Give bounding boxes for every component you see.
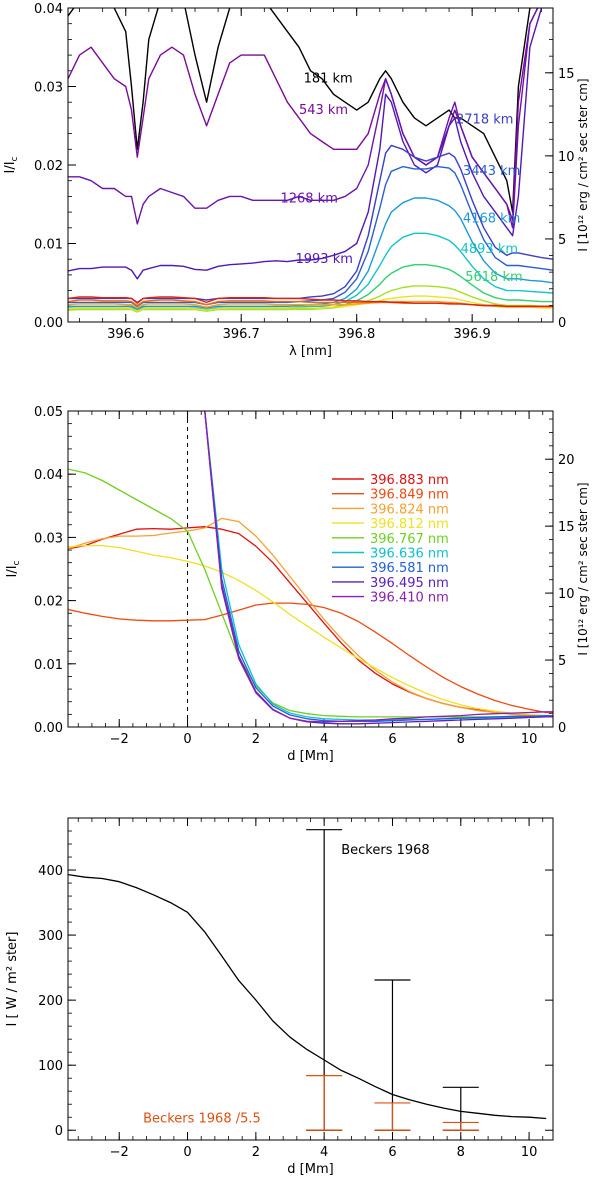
x-tick-label: 0: [183, 732, 191, 747]
y-tick-label: 100: [38, 1059, 63, 1074]
x-tick-label: 6: [388, 1145, 396, 1160]
y-axis-label: I [ W / m² ster]: [5, 932, 20, 1027]
y-tick-label: 0.00: [34, 721, 63, 736]
y-tick-label: 0.03: [34, 531, 63, 546]
y-right-tick-label: 5: [558, 654, 566, 669]
series-line-model: [68, 873, 547, 1120]
legend-label: 396.812 nm: [370, 517, 449, 532]
legend-label: 396.495 nm: [370, 576, 449, 591]
y-tick-label: 0: [55, 1124, 63, 1139]
plot-area: [68, 8, 553, 313]
series-line-1268-km: [68, 8, 539, 229]
y-tick-label: 0.01: [34, 238, 63, 253]
x-tick-label: 4: [320, 1145, 328, 1160]
y-tick-label: 0.02: [34, 595, 63, 610]
series-line-396-824-nm: [68, 517, 553, 717]
series-label: 4893 km: [461, 242, 518, 257]
x-tick-label: 396.7: [223, 327, 260, 342]
y-tick-label: 0.05: [34, 405, 63, 420]
y-tick-label: 0.00: [34, 316, 63, 331]
x-tick-label: 2: [252, 732, 260, 747]
y-right-tick-label: 20: [558, 453, 575, 468]
x-tick-label: 10: [521, 732, 538, 747]
series-line-396-849-nm: [68, 602, 553, 714]
series-label: 5618 km: [465, 270, 522, 285]
plot-frame: [67, 410, 554, 728]
y-right-tick-label: 10: [558, 587, 575, 602]
legend-label: 396.410 nm: [370, 591, 449, 606]
series-label: 1993 km: [295, 252, 352, 267]
y-right-tick-label: 0: [558, 316, 566, 331]
series-line-396-410-nm: [204, 411, 553, 723]
legend-label: 396.581 nm: [370, 561, 449, 576]
y-right-tick-label: 15: [558, 67, 575, 82]
y-tick-label: 0.02: [34, 159, 63, 174]
series-label: 3443 km: [463, 164, 520, 179]
x-tick-label: 0: [183, 1145, 191, 1160]
y-tick-label: 300: [38, 929, 63, 944]
y-right-tick-label: 5: [558, 233, 566, 248]
y-tick-label: 0.04: [34, 2, 63, 17]
panel-2: −2 0 2 4 6 8 10 0.00 0.01 0.02 0.03 0.04 0.05 0 5 10 15 2…: [5, 405, 590, 764]
y-tick-label: 0.04: [34, 468, 63, 483]
y-right-axis-label: I [10¹² erg / cm² sec ster cm]: [576, 482, 590, 655]
x-axis-label: λ [nm]: [289, 344, 332, 359]
x-tick-label: 6: [388, 732, 396, 747]
series-line-396-581-nm: [204, 411, 553, 722]
y-axis-label: I/Ic: [3, 156, 20, 173]
series-line-181-km: [68, 8, 532, 213]
legend-label: 396.824 nm: [370, 502, 449, 517]
y-tick-label: 400: [38, 864, 63, 879]
x-tick-label: 396.8: [338, 327, 375, 342]
y-right-tick-label: 15: [558, 520, 575, 535]
plot-frame: [67, 7, 554, 323]
x-tick-label: 8: [457, 1145, 465, 1160]
series-label: 4168 km: [463, 211, 520, 226]
series-line-396-767-nm: [68, 468, 553, 718]
legend-label: 396.883 nm: [370, 473, 449, 488]
x-axis-label: d [Mm]: [287, 749, 333, 764]
series-line-3443-km: [68, 165, 553, 307]
x-tick-label: 396.9: [454, 327, 491, 342]
x-tick-label: 396.6: [107, 327, 144, 342]
series-label: 1268 km: [280, 192, 337, 207]
x-tick-label: 8: [457, 732, 465, 747]
series-label: 181 km: [304, 72, 353, 87]
series-line-7068-km: [68, 295, 553, 312]
series-line-396-812-nm: [68, 544, 553, 717]
panel-1: 396.6 396.7 396.8 396.9 0.00 0.01 0.02 0.03 0.04…: [3, 2, 590, 359]
legend-label: 396.636 nm: [370, 547, 449, 562]
y-tick-label: 0.03: [34, 81, 63, 96]
y-tick-label: 200: [38, 994, 63, 1009]
annotation: Beckers 1968 /5.5: [143, 1111, 261, 1126]
y-right-axis-label: I [10¹² erg / cm² sec ster cm]: [576, 78, 590, 251]
series-line-396-495-nm: [204, 411, 553, 725]
series-line-396-883-nm: [68, 526, 553, 717]
series-line-9243-km: [68, 296, 553, 307]
x-tick-label: −2: [110, 732, 129, 747]
series-line-1993-km: [68, 8, 543, 280]
x-tick-label: 10: [521, 1145, 538, 1160]
legend-label: 396.767 nm: [370, 532, 449, 547]
x-axis-label: d [Mm]: [287, 1162, 333, 1177]
x-tick-label: 2: [252, 1145, 260, 1160]
plot-area: [68, 411, 553, 727]
series-line-4893-km: [68, 232, 553, 311]
y-axis-label: I/Ic: [5, 560, 22, 577]
plot-area: [68, 829, 547, 1131]
annotation: Beckers 1968: [341, 843, 429, 858]
y-right-tick-label: 0: [558, 721, 566, 736]
series-label: 2718 km: [456, 112, 513, 127]
x-tick-label: 4: [320, 732, 328, 747]
plot-frame: [67, 817, 554, 1141]
x-tick-label: −2: [110, 1145, 129, 1160]
series-label: 543 km: [299, 103, 348, 118]
y-tick-label: 0.01: [34, 658, 63, 673]
y-right-tick-label: 10: [558, 150, 575, 165]
legend-label: 396.849 nm: [370, 488, 449, 503]
